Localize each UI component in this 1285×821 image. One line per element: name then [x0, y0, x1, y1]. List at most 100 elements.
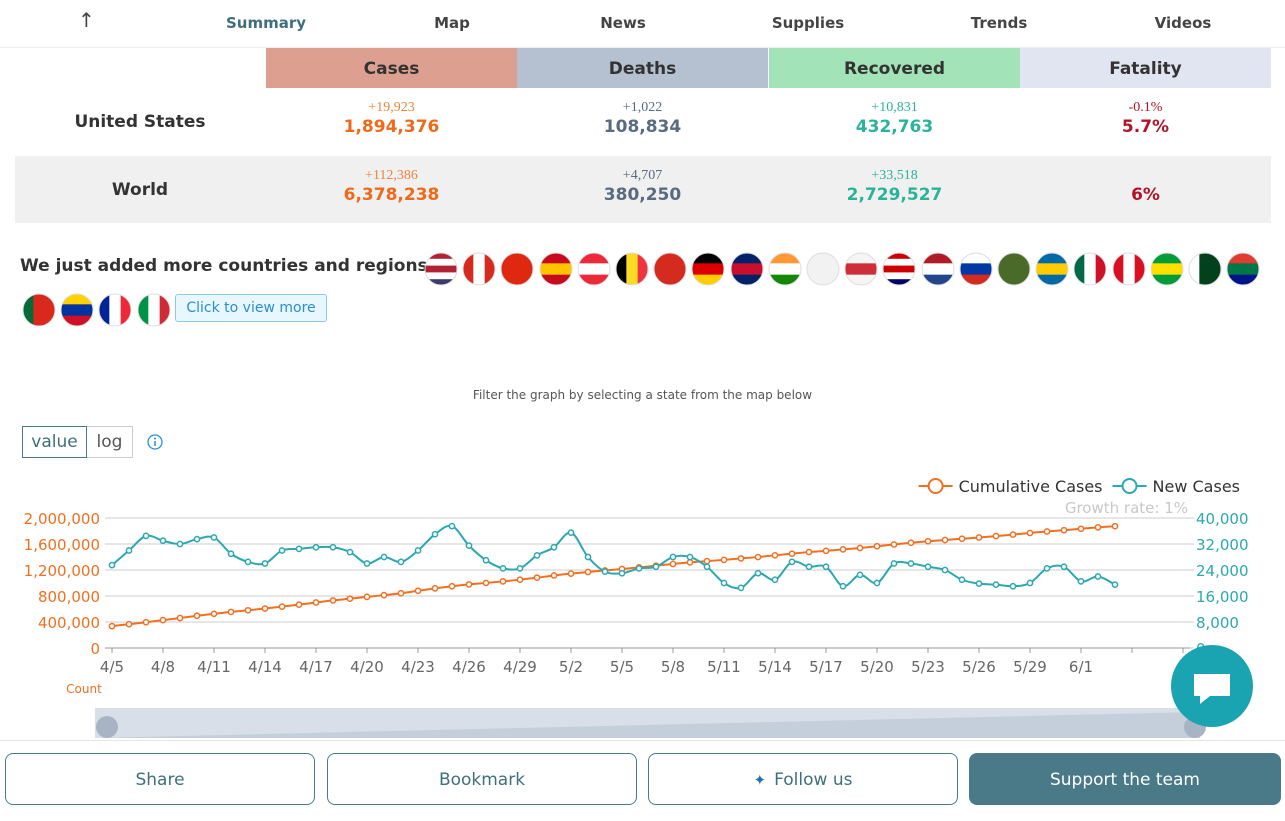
flag[interactable]	[1035, 252, 1069, 286]
nav-tab[interactable]: Supplies	[771, 14, 845, 32]
scale-option-value[interactable]: value	[22, 426, 87, 458]
data-point	[516, 565, 524, 572]
flag[interactable]	[730, 252, 764, 286]
flag[interactable]	[997, 252, 1031, 286]
x-tick-label: 5/29	[1013, 658, 1047, 676]
data-point	[584, 568, 592, 576]
data-point	[754, 553, 762, 561]
flag[interactable]	[462, 252, 496, 286]
info-icon[interactable]	[146, 433, 164, 451]
flag[interactable]	[882, 252, 916, 286]
flag[interactable]	[921, 252, 955, 286]
follow-label: Follow us	[774, 770, 853, 790]
stat-total: 1,894,376	[343, 117, 440, 137]
data-point	[720, 556, 728, 564]
flag[interactable]	[691, 252, 725, 286]
legend-swatch	[1121, 478, 1138, 494]
nav-tab[interactable]: Videos	[1154, 14, 1212, 32]
data-point	[278, 547, 286, 554]
flag[interactable]	[844, 252, 878, 286]
data-point	[907, 560, 915, 567]
data-point	[278, 603, 286, 611]
stat-total: 6,378,238	[343, 185, 440, 205]
stat-cell: +112,386 6,378,238	[266, 168, 517, 206]
flag[interactable]	[500, 252, 534, 286]
data-point	[431, 530, 439, 538]
stat-cell: +19,923 1,894,376	[266, 100, 517, 138]
flag[interactable]	[1188, 252, 1222, 286]
y-tick-label: 0	[90, 640, 100, 658]
scale-option-log[interactable]: log	[87, 426, 133, 458]
data-point	[669, 560, 677, 568]
flag[interactable]	[539, 252, 573, 286]
data-point	[958, 576, 966, 584]
flag[interactable]	[424, 252, 458, 286]
flag[interactable]	[653, 252, 687, 286]
data-point	[176, 614, 184, 622]
follow-button[interactable]: ✦ Follow us	[648, 753, 958, 805]
data-point	[465, 542, 473, 549]
zoom-preview	[95, 712, 1195, 738]
data-point	[499, 565, 507, 572]
nav-tab[interactable]: Summary	[225, 14, 307, 32]
share-button[interactable]: Share	[5, 753, 315, 805]
data-point	[1026, 529, 1034, 537]
flag[interactable]	[1112, 252, 1146, 286]
data-point	[720, 579, 728, 587]
stat-cell: +33,518 2,729,527	[769, 168, 1020, 206]
data-point	[941, 536, 949, 544]
flag[interactable]	[1226, 252, 1260, 286]
flag[interactable]	[768, 252, 802, 286]
flag[interactable]	[1150, 252, 1184, 286]
data-point	[329, 543, 337, 551]
data-point	[346, 548, 354, 556]
y2-tick-label: 40,000	[1196, 510, 1249, 528]
stat-change: -0.1%	[1128, 100, 1163, 115]
flag[interactable]	[806, 252, 840, 286]
header-recovered: Recovered	[769, 48, 1020, 88]
y2-tick-label: 24,000	[1196, 562, 1249, 580]
chat-button[interactable]	[1170, 644, 1254, 728]
nav-tab[interactable]: Trends	[970, 14, 1028, 32]
row-label: World	[111, 180, 169, 200]
data-point	[975, 534, 983, 541]
data-point	[584, 553, 592, 561]
stat-total: 432,763	[855, 117, 934, 137]
x-tick-label: 5/20	[860, 658, 894, 676]
flag[interactable]	[1073, 252, 1107, 286]
flag[interactable]	[615, 252, 649, 286]
nav-tab[interactable]: Map	[434, 14, 470, 32]
flag[interactable]	[22, 293, 56, 327]
data-point	[771, 551, 779, 559]
data-point	[1077, 578, 1085, 585]
bookmark-button[interactable]: Bookmark	[327, 753, 637, 805]
flag[interactable]	[60, 293, 94, 327]
nav-tab[interactable]: News	[600, 14, 646, 32]
flag[interactable]	[137, 293, 171, 327]
data-point	[567, 570, 575, 577]
legend-label: Cumulative Cases	[959, 477, 1103, 496]
flag[interactable]	[98, 293, 132, 327]
legend-swatch	[927, 478, 944, 494]
nav-bar: ↑ Summary Map News Supplies Trends Video…	[0, 0, 1285, 48]
header-fatality: Fatality	[1020, 48, 1271, 88]
back-to-top[interactable]: ↑	[78, 8, 95, 32]
x-tick-label: 4/23	[401, 658, 435, 676]
data-point	[924, 563, 932, 571]
flag[interactable]	[959, 252, 993, 286]
y-tick-label: 2,000,000	[24, 510, 100, 528]
data-point	[295, 601, 303, 608]
data-point	[567, 529, 575, 536]
data-point	[261, 605, 269, 612]
data-point	[822, 563, 830, 571]
stat-total: 5.7%	[1121, 117, 1170, 137]
zoom-handle[interactable]	[96, 716, 118, 738]
view-more-button[interactable]: Click to view more	[175, 294, 327, 322]
x-tick-label: 5/2	[559, 658, 583, 676]
support-button[interactable]: Support the team	[969, 753, 1281, 805]
flag[interactable]	[577, 252, 611, 286]
data-point	[363, 593, 371, 601]
y-tick-label: 1,200,000	[24, 562, 100, 580]
data-point	[669, 553, 677, 561]
